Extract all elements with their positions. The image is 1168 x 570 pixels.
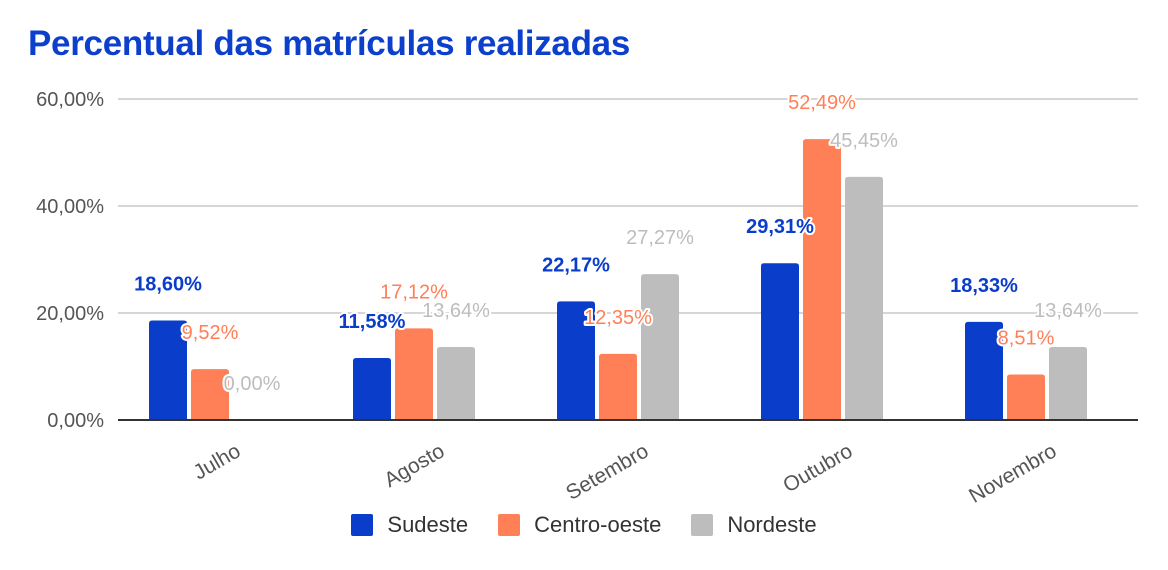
x-tick-label: Setembro: [562, 439, 652, 504]
x-tick-label: Outubro: [779, 439, 856, 497]
bar-nordeste: [1049, 347, 1087, 420]
y-tick-label: 40,00%: [36, 196, 104, 218]
y-tick-label: 20,00%: [36, 303, 104, 325]
bar-nordeste: [641, 274, 679, 420]
bar-centro-oeste: [395, 328, 433, 420]
data-label: 0,00%: [224, 373, 281, 395]
bar-centro-oeste: [1007, 374, 1045, 420]
legend-label: Nordeste: [727, 512, 817, 537]
y-tick-label: 60,00%: [36, 89, 104, 111]
bar-centro-oeste: [599, 353, 637, 420]
data-label: 11,58%: [339, 311, 406, 333]
bar-centro-oeste: [191, 369, 229, 420]
data-label: 18,33%: [950, 275, 1018, 297]
data-label: 22,17%: [542, 254, 610, 276]
legend-swatch: [498, 514, 521, 536]
x-tick-label: Julho: [190, 439, 245, 484]
data-label: 13,64%: [1034, 300, 1102, 322]
data-label: 13,64%: [422, 300, 490, 322]
legend-item-nordeste[interactable]: Nordeste: [691, 512, 817, 538]
data-label: 8,51%: [998, 327, 1055, 349]
bar-sudeste: [965, 321, 1003, 420]
y-tick-label: 0,00%: [47, 410, 104, 432]
bar-sudeste: [761, 263, 799, 420]
data-label: 27,27%: [626, 227, 694, 249]
data-label: 17,12%: [380, 281, 448, 303]
bar-nordeste: [437, 347, 475, 420]
legend-swatch: [691, 514, 714, 536]
legend: Sudeste Centro-oeste Nordeste: [0, 512, 1168, 538]
legend-item-centro-oeste[interactable]: Centro-oeste: [498, 512, 661, 538]
data-label: 29,31%: [746, 216, 814, 238]
bar-nordeste: [845, 176, 883, 420]
legend-swatch: [351, 514, 374, 536]
x-tick-label: Novembro: [965, 439, 1060, 507]
bar-sudeste: [149, 320, 187, 420]
bar-sudeste: [557, 301, 595, 420]
bar-sudeste: [353, 358, 391, 420]
legend-label: Centro-oeste: [534, 512, 662, 537]
data-label: 45,45%: [830, 130, 898, 152]
data-label: 52,49%: [788, 92, 856, 114]
data-label: 18,60%: [134, 273, 202, 295]
chart-title: Percentual das matrículas realizadas: [28, 24, 631, 63]
legend-label: Sudeste: [387, 512, 469, 537]
bar-centro-oeste: [803, 139, 841, 420]
x-tick-label: Agosto: [380, 439, 448, 492]
legend-item-sudeste[interactable]: Sudeste: [351, 512, 468, 538]
data-label: 9,52%: [182, 322, 239, 344]
data-label: 12,35%: [584, 307, 652, 329]
